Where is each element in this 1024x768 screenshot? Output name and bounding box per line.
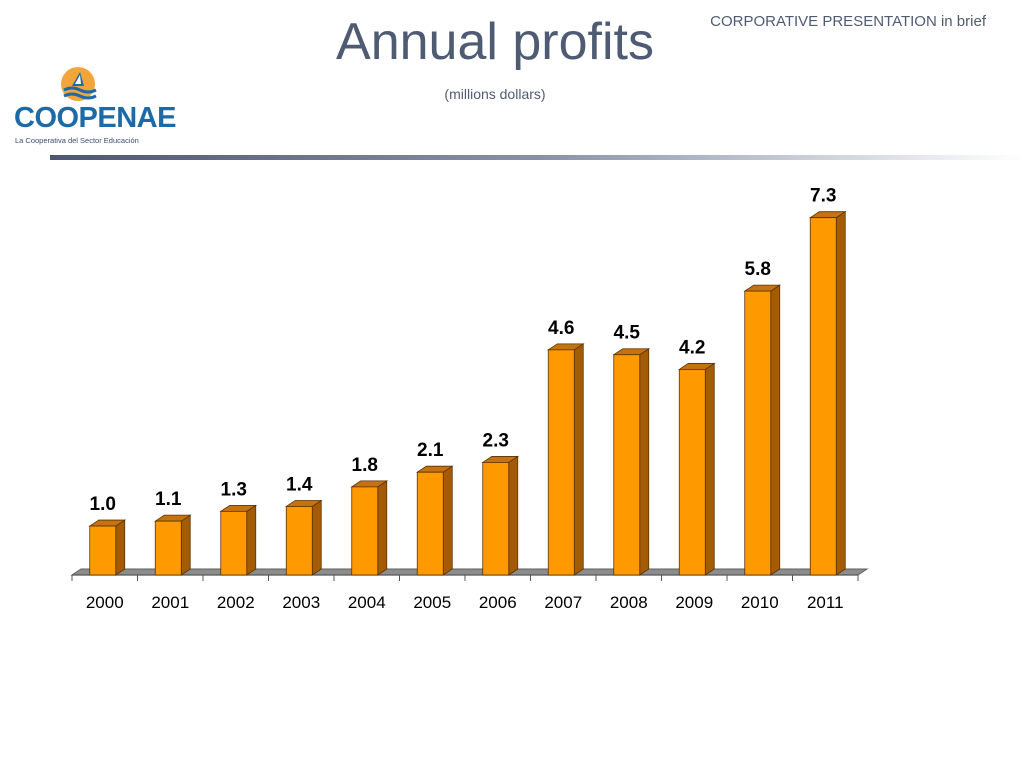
value-label-2011: 7.3 — [810, 186, 836, 207]
bar-front — [220, 510, 248, 576]
page-subtitle: (millions dollars) — [444, 86, 546, 102]
logo-tagline: La Cooperativa del Sector Educación — [15, 136, 139, 145]
bar-2005 — [415, 465, 454, 576]
bar-front — [154, 520, 182, 576]
bar-side — [311, 499, 322, 576]
value-label-2000: 1.0 — [90, 494, 116, 515]
bar-2006 — [481, 455, 520, 576]
bar-side — [704, 362, 715, 576]
x-tick-label-2007: 2007 — [544, 593, 582, 612]
bar-2011 — [808, 210, 847, 576]
x-tick-label-2004: 2004 — [348, 593, 386, 612]
bar-side — [115, 519, 126, 576]
bar-2004 — [350, 480, 389, 576]
bar-side — [639, 347, 650, 576]
bar-front — [678, 369, 706, 576]
x-tick-label-2010: 2010 — [741, 593, 779, 612]
bar-side — [180, 514, 191, 576]
bar-front — [613, 354, 641, 576]
bar-2008 — [612, 347, 651, 576]
value-label-2010: 5.8 — [745, 259, 771, 280]
bar-2009 — [677, 362, 716, 576]
bar-2010 — [743, 284, 782, 576]
value-label-2005: 2.1 — [417, 440, 444, 461]
bar-side — [442, 465, 453, 576]
value-label-2008: 4.5 — [614, 323, 641, 344]
x-tick-label-2003: 2003 — [282, 593, 320, 612]
bar-front — [809, 217, 837, 576]
value-label-2001: 1.1 — [155, 489, 182, 510]
value-label-2006: 2.3 — [483, 430, 509, 451]
bar-front — [89, 525, 117, 576]
bar-2000 — [88, 519, 127, 576]
x-tick-label-2008: 2008 — [610, 593, 648, 612]
bar-side — [835, 210, 846, 576]
bar-2007 — [546, 343, 585, 576]
bar-front — [744, 290, 772, 576]
value-label-2009: 4.2 — [679, 337, 705, 358]
bar-side — [573, 343, 584, 576]
presentation-tag: CORPORATIVE PRESENTATION in brief — [710, 13, 986, 30]
x-tick-label-2000: 2000 — [86, 593, 124, 612]
bar-front — [285, 506, 313, 576]
logo-emblem-icon — [61, 67, 97, 101]
bar-side — [508, 455, 519, 576]
bar-front — [482, 462, 510, 576]
bar-front — [416, 471, 444, 576]
x-tick-label-2001: 2001 — [151, 593, 189, 612]
x-tick-label-2002: 2002 — [217, 593, 255, 612]
page-title: Annual profits — [336, 13, 654, 71]
bar-side — [770, 284, 781, 576]
header-divider — [50, 155, 1024, 160]
value-label-2002: 1.3 — [221, 479, 247, 500]
x-tick-label-2005: 2005 — [413, 593, 451, 612]
bar-side — [377, 480, 388, 576]
value-label-2007: 4.6 — [548, 318, 574, 339]
value-label-2004: 1.8 — [352, 455, 378, 476]
value-label-2003: 1.4 — [286, 474, 313, 495]
bar-front — [351, 486, 379, 576]
bar-side — [246, 504, 257, 576]
bar-front — [547, 349, 575, 576]
bar-2002 — [219, 504, 258, 576]
x-tick-label-2006: 2006 — [479, 593, 517, 612]
x-tick-label-2011: 2011 — [807, 593, 844, 612]
x-tick-label-2009: 2009 — [675, 593, 713, 612]
bar-2001 — [153, 514, 192, 576]
bar-2003 — [284, 499, 323, 576]
